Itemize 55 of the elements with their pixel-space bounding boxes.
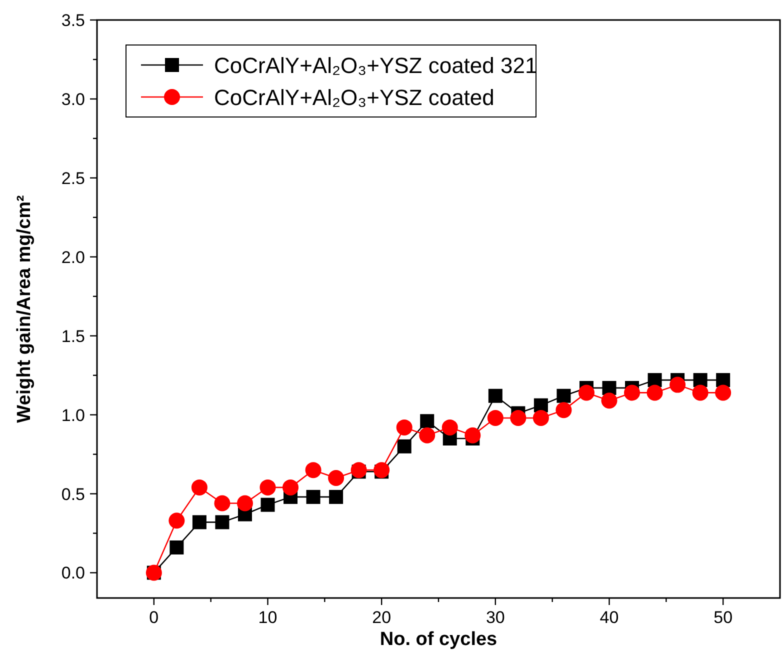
point (191, 479, 208, 496)
text: 0.0 (61, 564, 85, 583)
point (305, 462, 322, 478)
point (715, 384, 732, 401)
point (602, 380, 616, 395)
point (442, 419, 458, 436)
x-tick-label: 50 (714, 608, 733, 627)
point (488, 388, 502, 403)
point (510, 410, 526, 426)
point (192, 515, 206, 530)
y-tick-label: 1.0 (61, 406, 85, 425)
legend-label: CoCrAlY+Al₂O₃+YSZ coated (214, 85, 494, 110)
x-tick-label: 30 (486, 608, 505, 627)
point (487, 410, 504, 426)
y-tick-label: 1.5 (61, 326, 85, 346)
point (282, 479, 299, 496)
y-tick-label: 2.5 (61, 168, 85, 188)
point (716, 373, 730, 388)
x-tick-label: 10 (258, 608, 278, 627)
point (215, 515, 230, 530)
y-tick-label: 0.5 (61, 484, 85, 504)
point (601, 392, 618, 409)
point (397, 439, 412, 454)
point (578, 384, 594, 401)
x-tick-label: 20 (372, 608, 392, 627)
y-tick-label: 3.5 (61, 11, 85, 30)
point (420, 414, 434, 428)
point (328, 470, 344, 486)
point (419, 427, 436, 444)
point (692, 384, 708, 401)
point (556, 388, 571, 403)
point (329, 490, 344, 504)
point (170, 540, 184, 554)
point (168, 512, 185, 529)
x-tick-label: 40 (600, 608, 619, 627)
point (260, 479, 276, 496)
point (236, 495, 253, 512)
y-axis-title: Weight gain/Area mg/cm² (14, 195, 35, 423)
x-axis-title: No. of cycles (380, 629, 498, 650)
point (648, 373, 662, 388)
point (670, 376, 686, 393)
legend-label: CoCrAlY+Al₂O₃+YSZ coated 321 (214, 53, 538, 78)
point (693, 373, 708, 388)
point (646, 384, 663, 401)
point (556, 402, 572, 418)
point (396, 419, 412, 436)
x-tick-label: 0 (149, 608, 159, 627)
y-tick-label: 2.0 (61, 248, 85, 267)
point (624, 384, 640, 401)
point (532, 410, 549, 426)
y-tick-label: 3.0 (61, 90, 85, 109)
point (306, 490, 320, 504)
point (260, 498, 275, 512)
point (214, 495, 230, 512)
point (464, 427, 481, 444)
